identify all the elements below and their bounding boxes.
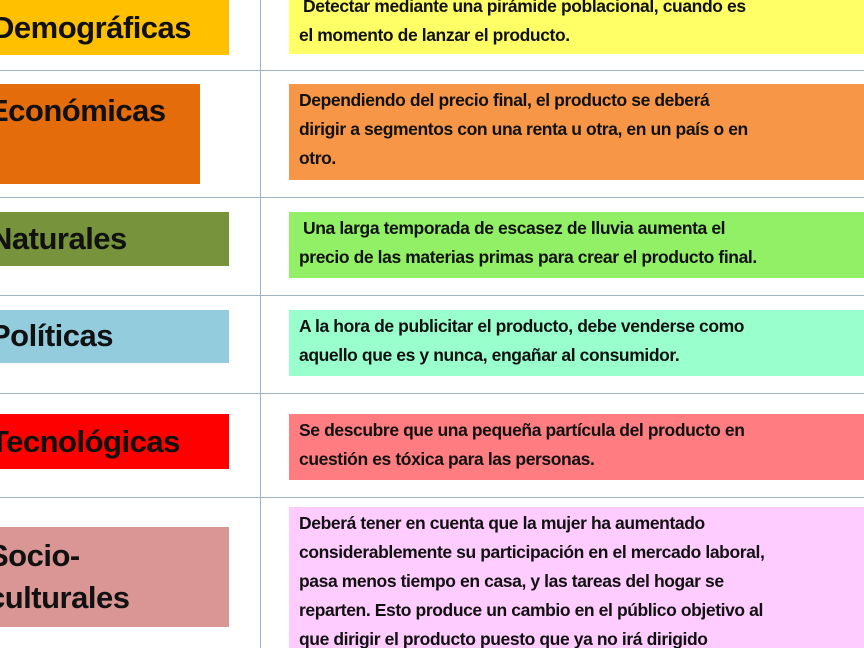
label-text: Políticas (0, 318, 114, 353)
description-line: aquello que es y nunca, engañar al consu… (299, 345, 680, 365)
description-socioculturales: Deberá tener en cuenta que la mujer ha a… (289, 507, 864, 648)
label-text: Tecnológicas (0, 424, 180, 459)
column-divider (260, 0, 261, 648)
description-line: A la hora de publicitar el producto, deb… (299, 316, 745, 336)
description-line: Detectar mediante una pirámide poblacion… (303, 0, 746, 16)
label-text: culturales (0, 580, 130, 615)
row-divider (0, 197, 864, 198)
label-text: Socio- (0, 538, 80, 573)
description-line: dirigir a segmentos con una renta u otra… (299, 119, 748, 139)
description-line: Deberá tener en cuenta que la mujer ha a… (299, 513, 705, 533)
row-divider (0, 393, 864, 394)
description-line: reparten. Esto produce un cambio en el p… (299, 600, 763, 620)
description-line: el momento de lanzar el producto. (299, 25, 570, 45)
description-line: precio de las materias primas para crear… (299, 247, 757, 267)
label-economicas: Económicas (0, 84, 200, 184)
description-naturales: Una larga temporada de escasez de lluvia… (289, 212, 864, 278)
row-divider (0, 70, 864, 71)
row-divider (0, 497, 864, 498)
label-naturales: Naturales (0, 212, 229, 266)
description-line: pasa menos tiempo en casa, y las tareas … (299, 571, 724, 591)
label-text: Naturales (0, 221, 127, 256)
description-economicas: Dependiendo del precio final, el product… (289, 84, 864, 180)
description-demograficas: Detectar mediante una pirámide poblacion… (289, 0, 864, 54)
description-politicas: A la hora de publicitar el producto, deb… (289, 310, 864, 376)
description-line: cuestión es tóxica para las personas. (299, 449, 595, 469)
label-socioculturales: Socio- culturales (0, 527, 229, 627)
description-line: otro. (299, 148, 336, 168)
description-line: considerablemente su participación en el… (299, 542, 765, 562)
label-tecnologicas: Tecnológicas (0, 414, 229, 469)
description-line: Dependiendo del precio final, el product… (299, 90, 710, 110)
label-text: Económicas (0, 93, 166, 128)
description-line: Una larga temporada de escasez de lluvia… (303, 218, 726, 238)
label-politicas: Políticas (0, 310, 229, 363)
label-demograficas: Demográficas (0, 0, 229, 55)
description-line: Se descubre que una pequeña partícula de… (299, 420, 745, 440)
description-line: que dirigir el producto puesto que ya no… (299, 629, 708, 648)
row-divider (0, 295, 864, 296)
label-text: Demográficas (0, 10, 192, 45)
description-tecnologicas: Se descubre que una pequeña partícula de… (289, 414, 864, 480)
